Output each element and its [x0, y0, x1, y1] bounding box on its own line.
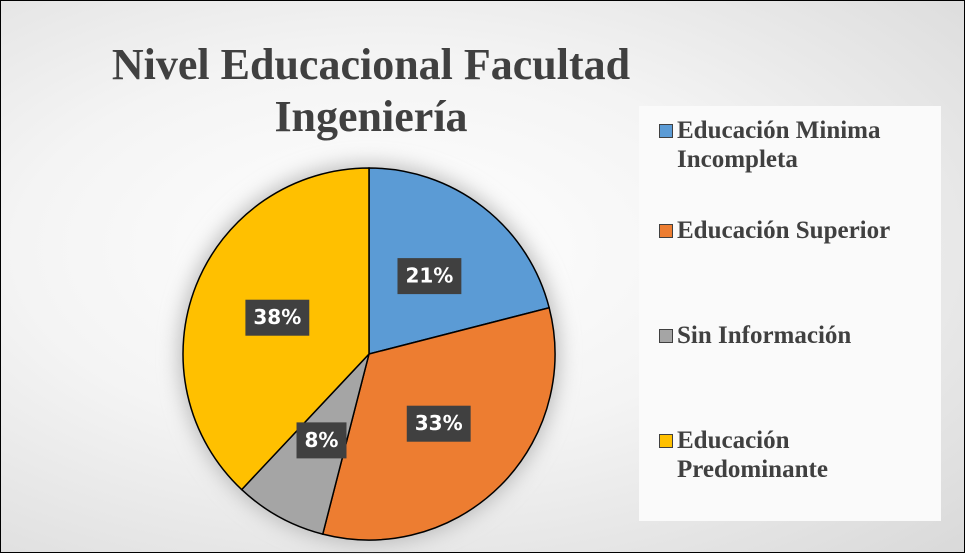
legend-swatch — [659, 124, 673, 138]
data-label-bg — [406, 405, 471, 442]
slices — [182, 167, 556, 541]
legend-label: Educación Superior — [677, 217, 891, 244]
data-label: 38% — [253, 305, 301, 329]
legend-swatch — [659, 224, 673, 238]
legend: Educación Minima Incompleta Educación Sup… — [639, 106, 941, 521]
data-label-bg — [397, 258, 462, 295]
legend-item: Sin Información — [659, 321, 937, 350]
data-labels: 21% 33% 8% 38% — [245, 258, 471, 459]
legend-swatch — [659, 434, 673, 448]
data-label: 8% — [305, 428, 339, 452]
legend-swatch — [659, 329, 673, 343]
legend-label: Sin Información — [677, 322, 852, 349]
data-label: 33% — [415, 411, 463, 435]
legend-label: Educación Minima Incompleta — [677, 117, 881, 173]
legend-item: Educación Superior — [659, 216, 937, 245]
legend-item: Educación Predominante — [659, 426, 937, 484]
legend-label: Educación Predominante — [677, 427, 828, 483]
chart-title: Nivel Educacional Facultad Ingeniería — [111, 40, 631, 141]
data-label: 21% — [405, 264, 453, 288]
legend-item: Educación Minima Incompleta — [659, 116, 937, 174]
data-label-bg — [296, 422, 347, 459]
data-label-bg — [245, 299, 310, 336]
